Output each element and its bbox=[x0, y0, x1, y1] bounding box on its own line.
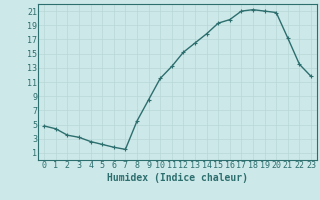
X-axis label: Humidex (Indice chaleur): Humidex (Indice chaleur) bbox=[107, 173, 248, 183]
